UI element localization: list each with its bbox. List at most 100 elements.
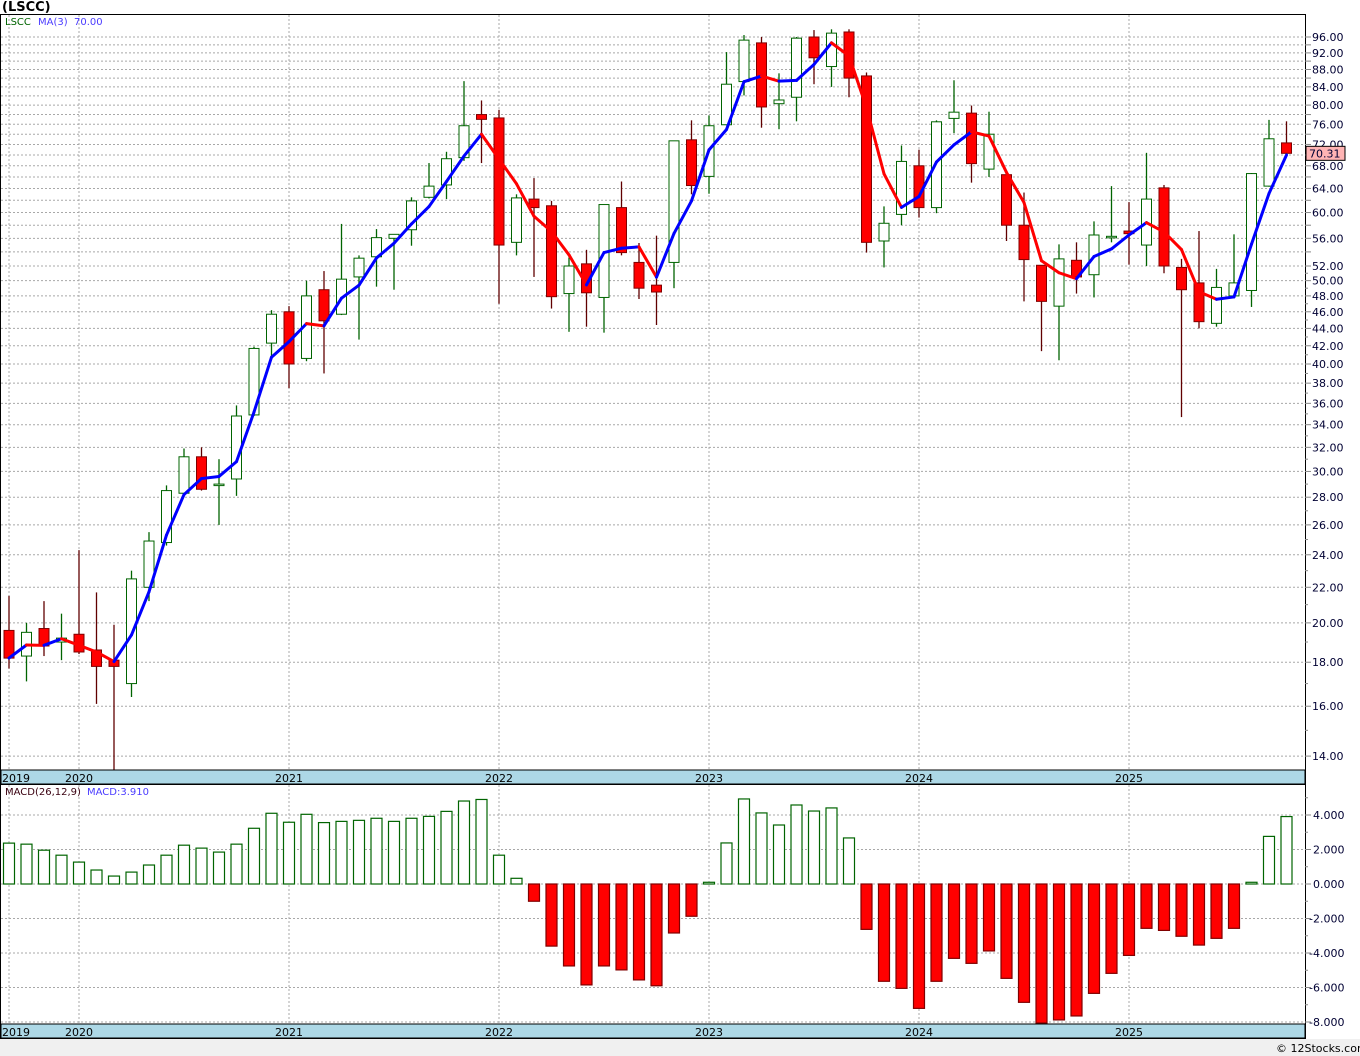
price-tick-label: 46.00 [1312,306,1344,319]
macd-bar [790,804,803,885]
candle [231,405,242,496]
price-tick-label: 80.00 [1312,99,1344,112]
ma-segment [707,128,728,152]
ma-segment [1215,295,1236,301]
ma-segment [1022,201,1043,263]
price-tick-label: 16.00 [1312,700,1344,713]
ma-segment [637,245,658,279]
year-label: 2025 [1115,1026,1143,1039]
price-tick-label: 50.00 [1312,275,1344,288]
ma-segment [1127,221,1148,237]
ma-segment [690,148,711,203]
ma-segment [1110,233,1131,251]
ma-segment [112,633,133,664]
candle [1193,231,1205,329]
price-tick-label: 56.00 [1312,232,1344,245]
price-tick-label: 96.00 [1312,31,1344,44]
macd-bar [1245,881,1258,885]
ma-segment [935,143,956,164]
macd-bar [440,810,453,885]
ma-segment [147,533,168,594]
price-tick-label: 64.00 [1312,182,1344,195]
macd-bar [160,854,173,885]
price-tick-label: 22.00 [1312,581,1344,594]
candle [773,73,785,130]
candle-body [563,265,575,295]
ma-segment [270,340,291,359]
year-label: 2024 [905,1026,933,1039]
macd-bar [702,881,716,885]
macd-bar [1017,883,1031,1003]
macd-date-strip [0,1023,1306,1039]
ma-segment [357,256,378,287]
macd-bar [2,842,16,885]
ma-segment [532,214,553,233]
candle-body [476,114,487,120]
ma-segment [130,590,151,637]
chart-title: (LSCC) [2,0,51,15]
ma-segment [200,474,221,481]
year-label: 2021 [275,1026,303,1039]
price-tick-label: 28.00 [1312,491,1344,504]
year-label: 2025 [1115,772,1143,785]
candle [266,310,277,356]
macd-bar [387,820,401,885]
ma-segment [95,650,116,664]
ma-segment [970,130,991,138]
ma-segment [1092,247,1113,259]
ma-segment [375,241,396,260]
price-tick-label: 48.00 [1312,290,1344,303]
candle [966,105,977,183]
candle [1036,264,1047,352]
candle [563,257,575,332]
candle-body [1211,286,1222,324]
price-tick-label: 34.00 [1312,419,1344,432]
ma-segment [865,106,886,176]
ma-segment [77,643,98,654]
legend-symbol: LSCC [5,17,31,28]
candle [213,459,225,525]
macd-legend-value: MACD:3.910 [87,787,149,798]
ma-segment [60,637,81,647]
ma-segment [550,229,571,257]
macd-bar [772,824,786,885]
macd-bar [370,817,383,885]
macd-tick-label: 4.000 [1313,809,1345,822]
year-label: 2022 [485,1026,513,1039]
macd-bar [317,821,331,885]
candle-body [826,32,837,68]
macd-bar [877,883,891,982]
candle [1211,268,1222,327]
macd-bar [107,875,121,885]
price-tick-label: 26.00 [1312,519,1344,532]
macd-tick-label: -4.000 [1309,947,1344,960]
ma-segment [1232,242,1253,299]
ma-segment [602,246,623,255]
candle-body [808,36,820,59]
candle-body [896,160,907,215]
ma-line [7,41,1288,664]
macd-bar [632,883,646,981]
candle [878,206,890,268]
candle-body [511,197,522,243]
candle [91,592,102,704]
candle-body [1106,235,1117,239]
candle-body [633,261,645,289]
candle [1263,119,1275,187]
macd-bar [527,883,541,902]
ma-segment [952,130,973,147]
ma-segment [742,74,763,84]
candle [1053,244,1065,361]
ma-segment [567,253,588,287]
candle-body [983,133,995,170]
ma-segment [1005,170,1026,205]
macd-bar [930,883,943,982]
year-label: 2019 [2,772,30,785]
price-tick-label: 20.00 [1312,617,1344,630]
ma-segment [235,410,256,464]
price-tick-label: 88.00 [1312,63,1344,76]
candle-body [91,649,102,667]
ma-segment [287,322,308,344]
macd-bar [685,883,698,917]
price-tick-label: 68.00 [1312,160,1344,173]
